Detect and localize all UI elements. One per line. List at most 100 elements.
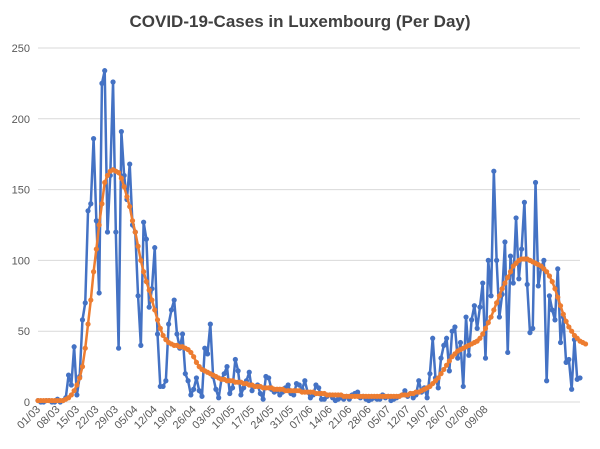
data-point (102, 68, 108, 74)
data-point (480, 280, 486, 286)
data-point (521, 199, 528, 205)
data-point (171, 297, 177, 303)
data-point (213, 386, 219, 392)
data-point (532, 179, 539, 186)
data-point (65, 372, 72, 378)
data-point (193, 359, 200, 365)
data-point (88, 201, 94, 207)
data-point (285, 382, 291, 388)
data-point (224, 364, 230, 370)
data-point (202, 345, 208, 351)
data-point (355, 389, 361, 395)
data-point (104, 172, 111, 179)
data-point (154, 317, 161, 323)
data-point (519, 246, 525, 252)
data-point (90, 269, 97, 275)
data-point (185, 378, 191, 384)
data-point (505, 349, 511, 356)
data-point (549, 279, 555, 285)
data-point (546, 273, 553, 279)
data-point (502, 239, 508, 245)
data-point (443, 362, 450, 368)
data-point (196, 388, 202, 394)
data-point (124, 194, 130, 200)
series-line (37, 69, 581, 404)
data-point (438, 371, 444, 377)
data-point (229, 385, 236, 391)
series-group (35, 68, 589, 405)
data-point (232, 356, 238, 363)
data-point (480, 331, 486, 337)
y-tick-label: 200 (12, 114, 30, 126)
data-point (249, 388, 255, 394)
data-point (441, 342, 447, 348)
data-point (457, 339, 464, 346)
data-point (549, 307, 555, 313)
data-point (68, 392, 74, 398)
data-point (446, 358, 452, 364)
data-point (505, 274, 511, 280)
data-point (110, 79, 116, 85)
data-point (127, 203, 133, 210)
data-point (438, 355, 444, 361)
data-point (191, 386, 197, 392)
data-point (555, 266, 561, 272)
data-point (488, 314, 494, 320)
data-point (535, 283, 541, 289)
data-point (266, 375, 272, 381)
data-point (424, 395, 430, 401)
data-point (257, 390, 263, 397)
data-point (104, 229, 111, 235)
data-point (79, 364, 86, 370)
data-point (291, 392, 297, 398)
data-point (491, 307, 497, 313)
data-point (121, 184, 127, 190)
data-point (74, 392, 80, 398)
data-point (557, 339, 564, 346)
data-point (88, 297, 94, 303)
data-point (552, 286, 558, 292)
data-point (188, 392, 194, 398)
data-point (168, 307, 175, 313)
data-point (516, 276, 522, 282)
data-point (74, 382, 80, 388)
data-point (469, 317, 475, 323)
data-point (182, 371, 188, 377)
data-point (316, 385, 322, 391)
data-point (221, 371, 227, 377)
data-point (138, 257, 144, 263)
data-point (179, 331, 186, 337)
data-point (530, 325, 536, 331)
data-point (152, 307, 158, 313)
data-point (138, 342, 144, 348)
data-point (132, 229, 138, 235)
data-point (502, 280, 508, 286)
data-point (113, 229, 119, 235)
data-point (435, 385, 441, 391)
data-point (143, 236, 149, 242)
y-axis-tick-labels: 0 50 100 150 200 250 (12, 43, 30, 409)
data-point (77, 375, 83, 381)
data-point (430, 335, 436, 341)
data-point (544, 269, 550, 275)
data-point (416, 378, 422, 384)
data-point (563, 318, 569, 324)
y-tick-label: 150 (12, 185, 30, 197)
data-point (560, 311, 566, 317)
data-point (427, 371, 433, 377)
y-tick-label: 0 (24, 397, 30, 409)
data-point (546, 293, 553, 299)
data-point (227, 390, 233, 397)
data-point (557, 303, 564, 309)
data-point (149, 297, 155, 303)
data-point (491, 168, 497, 174)
data-point (146, 304, 152, 310)
data-point (441, 366, 447, 373)
data-point (488, 293, 494, 299)
data-point (116, 170, 122, 176)
data-point (160, 332, 166, 339)
data-point (566, 324, 572, 330)
data-point (82, 345, 88, 351)
data-point (166, 321, 172, 327)
data-point (482, 355, 489, 361)
